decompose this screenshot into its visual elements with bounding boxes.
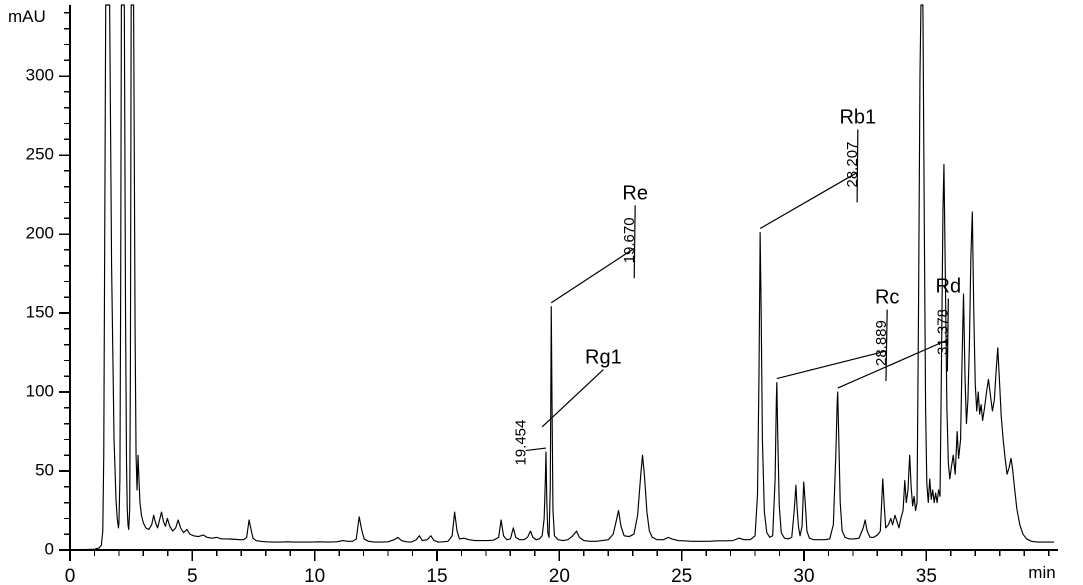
x-tick-label: 5 <box>187 566 198 585</box>
peak-pointer-line <box>776 350 887 380</box>
x-tick-label: 35 <box>916 566 937 585</box>
x-tick-label: 25 <box>671 566 692 585</box>
peak-annotation-rg1: Rg1 19.454 <box>513 347 622 466</box>
peak-pointer-line <box>837 339 948 389</box>
peak-name-label: Rg1 <box>585 347 622 369</box>
y-tick-label: 250 <box>26 145 54 164</box>
peak-leader-line <box>541 369 604 428</box>
x-tick-label: 20 <box>549 566 570 585</box>
peak-retention-time-label: 31.378 <box>934 309 951 355</box>
x-tick-label: 10 <box>304 566 325 585</box>
peak-retention-time-label: 19.454 <box>513 420 530 466</box>
peak-annotation-rc: Rc 28.889 <box>776 287 899 381</box>
y-axis-ticks <box>59 12 70 551</box>
x-tick-label: 0 <box>65 566 76 585</box>
chromatogram-trace <box>69 4 1055 551</box>
peak-leader-line <box>885 309 888 381</box>
x-axis-unit-label: min <box>1028 563 1055 582</box>
y-tick-label: 100 <box>26 382 54 401</box>
peak-retention-time-label: 28.207 <box>844 142 861 188</box>
peak-annotation-re: Re 19.670 <box>550 182 648 304</box>
peak-pointer-line <box>525 447 547 452</box>
peak-leader-line <box>856 129 859 203</box>
y-axis-tick-labels: 0 50 100 150 200 250 300 <box>26 66 54 559</box>
x-tick-label: 15 <box>426 566 447 585</box>
peak-annotations: Rg1 19.454 Re 19.670 Rb1 28.207 Rc 28.889 Rd 31.3… <box>513 106 962 465</box>
y-tick-label: 300 <box>26 66 54 85</box>
x-axis-ticks <box>69 550 1050 561</box>
peak-leader-line <box>946 298 949 372</box>
peak-pointer-line <box>550 247 635 304</box>
peak-retention-time-label: 28.889 <box>873 320 890 366</box>
peak-name-label: Rc <box>875 287 899 309</box>
peak-name-label: Re <box>622 182 648 204</box>
y-axis-unit-label: mAU <box>8 7 46 26</box>
y-tick-label: 200 <box>26 224 54 243</box>
y-tick-label: 150 <box>26 303 54 322</box>
peak-name-label: Rb1 <box>839 106 876 128</box>
x-axis-tick-labels: 0 5 10 15 20 25 30 35 <box>65 566 937 585</box>
peak-leader-line <box>633 205 636 279</box>
peak-retention-time-label: 19.670 <box>621 217 638 263</box>
y-tick-label: 0 <box>45 539 54 558</box>
axis-group <box>69 5 1058 551</box>
peak-annotation-rd: Rd 31.378 <box>837 276 962 389</box>
peak-name-label: Rd <box>936 276 962 298</box>
peak-pointer-line <box>759 172 858 229</box>
y-tick-label: 50 <box>35 460 54 479</box>
x-tick-label: 30 <box>793 566 814 585</box>
peak-annotation-rb1: Rb1 28.207 <box>759 106 876 229</box>
